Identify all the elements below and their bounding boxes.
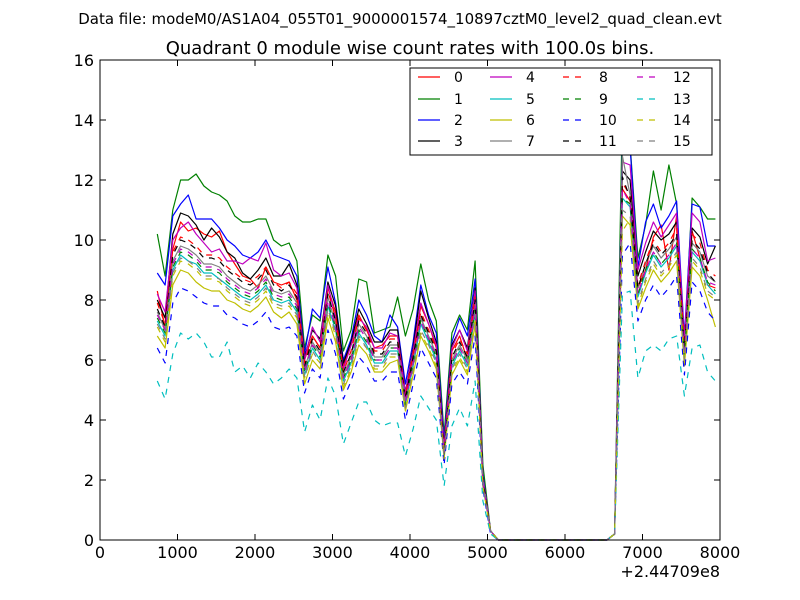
x-tick-label: 7000 <box>622 543 663 562</box>
legend-label-9: 9 <box>599 92 608 108</box>
x-tick-label: 8000 <box>700 543 741 562</box>
x-tick-label: 0 <box>95 543 105 562</box>
legend-label-13: 13 <box>673 92 691 108</box>
y-tick-label: 10 <box>74 231 94 250</box>
legend-label-7: 7 <box>526 134 535 150</box>
legend-label-8: 8 <box>599 70 608 86</box>
y-tick-label: 8 <box>84 291 94 310</box>
y-tick-label: 16 <box>74 51 94 70</box>
legend-label-15: 15 <box>673 134 691 150</box>
legend-label-10: 10 <box>599 113 617 129</box>
y-tick-label: 14 <box>74 111 94 130</box>
series-line-11 <box>156 176 716 541</box>
legend-label-3: 3 <box>454 134 463 150</box>
series-line-12 <box>156 188 716 541</box>
x-tick-label: 6000 <box>545 543 586 562</box>
x-tick-label: 2000 <box>235 543 276 562</box>
y-tick-label: 0 <box>84 531 94 550</box>
legend-label-12: 12 <box>673 70 691 86</box>
x-tick-label: 1000 <box>157 543 198 562</box>
chart-title: Quadrant 0 module wise count rates with … <box>166 38 655 59</box>
legend-label-5: 5 <box>526 92 535 108</box>
series-line-8 <box>156 182 716 541</box>
chart-suptitle: Data file: modeM0/AS1A04_055T01_90000015… <box>78 10 722 29</box>
legend-label-2: 2 <box>454 113 463 129</box>
series-line-15 <box>156 209 716 541</box>
y-tick-label: 6 <box>84 351 94 370</box>
x-axis: 0 1000 2000 3000 4000 5000 6000 7000 8000 <box>95 60 740 562</box>
x-tick-label: 4000 <box>390 543 431 562</box>
legend-label-11: 11 <box>599 134 617 150</box>
legend-label-4: 4 <box>526 70 535 86</box>
series-line-13 <box>156 290 716 541</box>
legend-label-6: 6 <box>526 113 535 129</box>
x-tick-label: 3000 <box>312 543 353 562</box>
x-offset-label: +2.44709e8 <box>620 562 720 581</box>
legend-frame <box>409 67 713 156</box>
y-tick-label: 4 <box>84 411 94 430</box>
legend-label-14: 14 <box>673 113 691 129</box>
y-tick-label: 2 <box>84 471 94 490</box>
y-tick-label: 12 <box>74 171 94 190</box>
legend-label-1: 1 <box>454 92 463 108</box>
series-layer <box>156 107 716 541</box>
legend-label-0: 0 <box>454 70 463 86</box>
x-tick-label: 5000 <box>467 543 508 562</box>
